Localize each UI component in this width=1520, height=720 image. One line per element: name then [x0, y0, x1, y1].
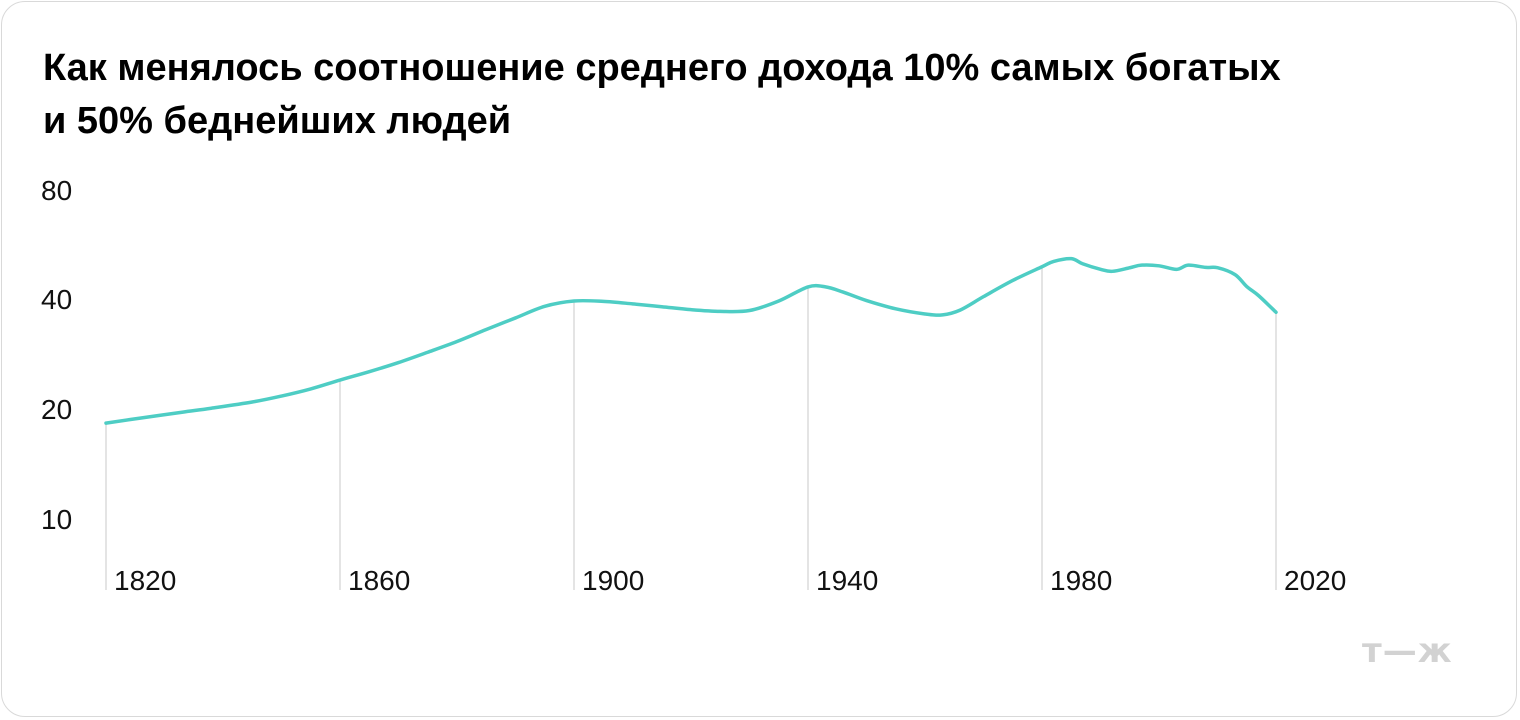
chart-title-line-2: и 50% беднейших людей — [43, 100, 512, 142]
y-tick-label: 10 — [41, 504, 72, 535]
y-tick-label: 20 — [41, 394, 72, 425]
chart-title-line-1: Как менялось соотношение среднего дохода… — [43, 47, 1281, 89]
x-tick-label: 1900 — [582, 565, 644, 596]
brand-logo: т—ж — [1362, 631, 1453, 671]
x-tick-label: 2020 — [1284, 565, 1346, 596]
chart-title: Как менялось соотношение среднего дохода… — [43, 42, 1443, 148]
y-tick-label: 40 — [41, 284, 72, 315]
y-tick-label: 80 — [41, 175, 72, 206]
x-tick-label: 1940 — [816, 565, 878, 596]
series-line — [104, 256, 1278, 425]
x-tick-label: 1820 — [114, 565, 176, 596]
x-tick-label: 1860 — [348, 565, 410, 596]
x-tick-label: 1980 — [1050, 565, 1112, 596]
